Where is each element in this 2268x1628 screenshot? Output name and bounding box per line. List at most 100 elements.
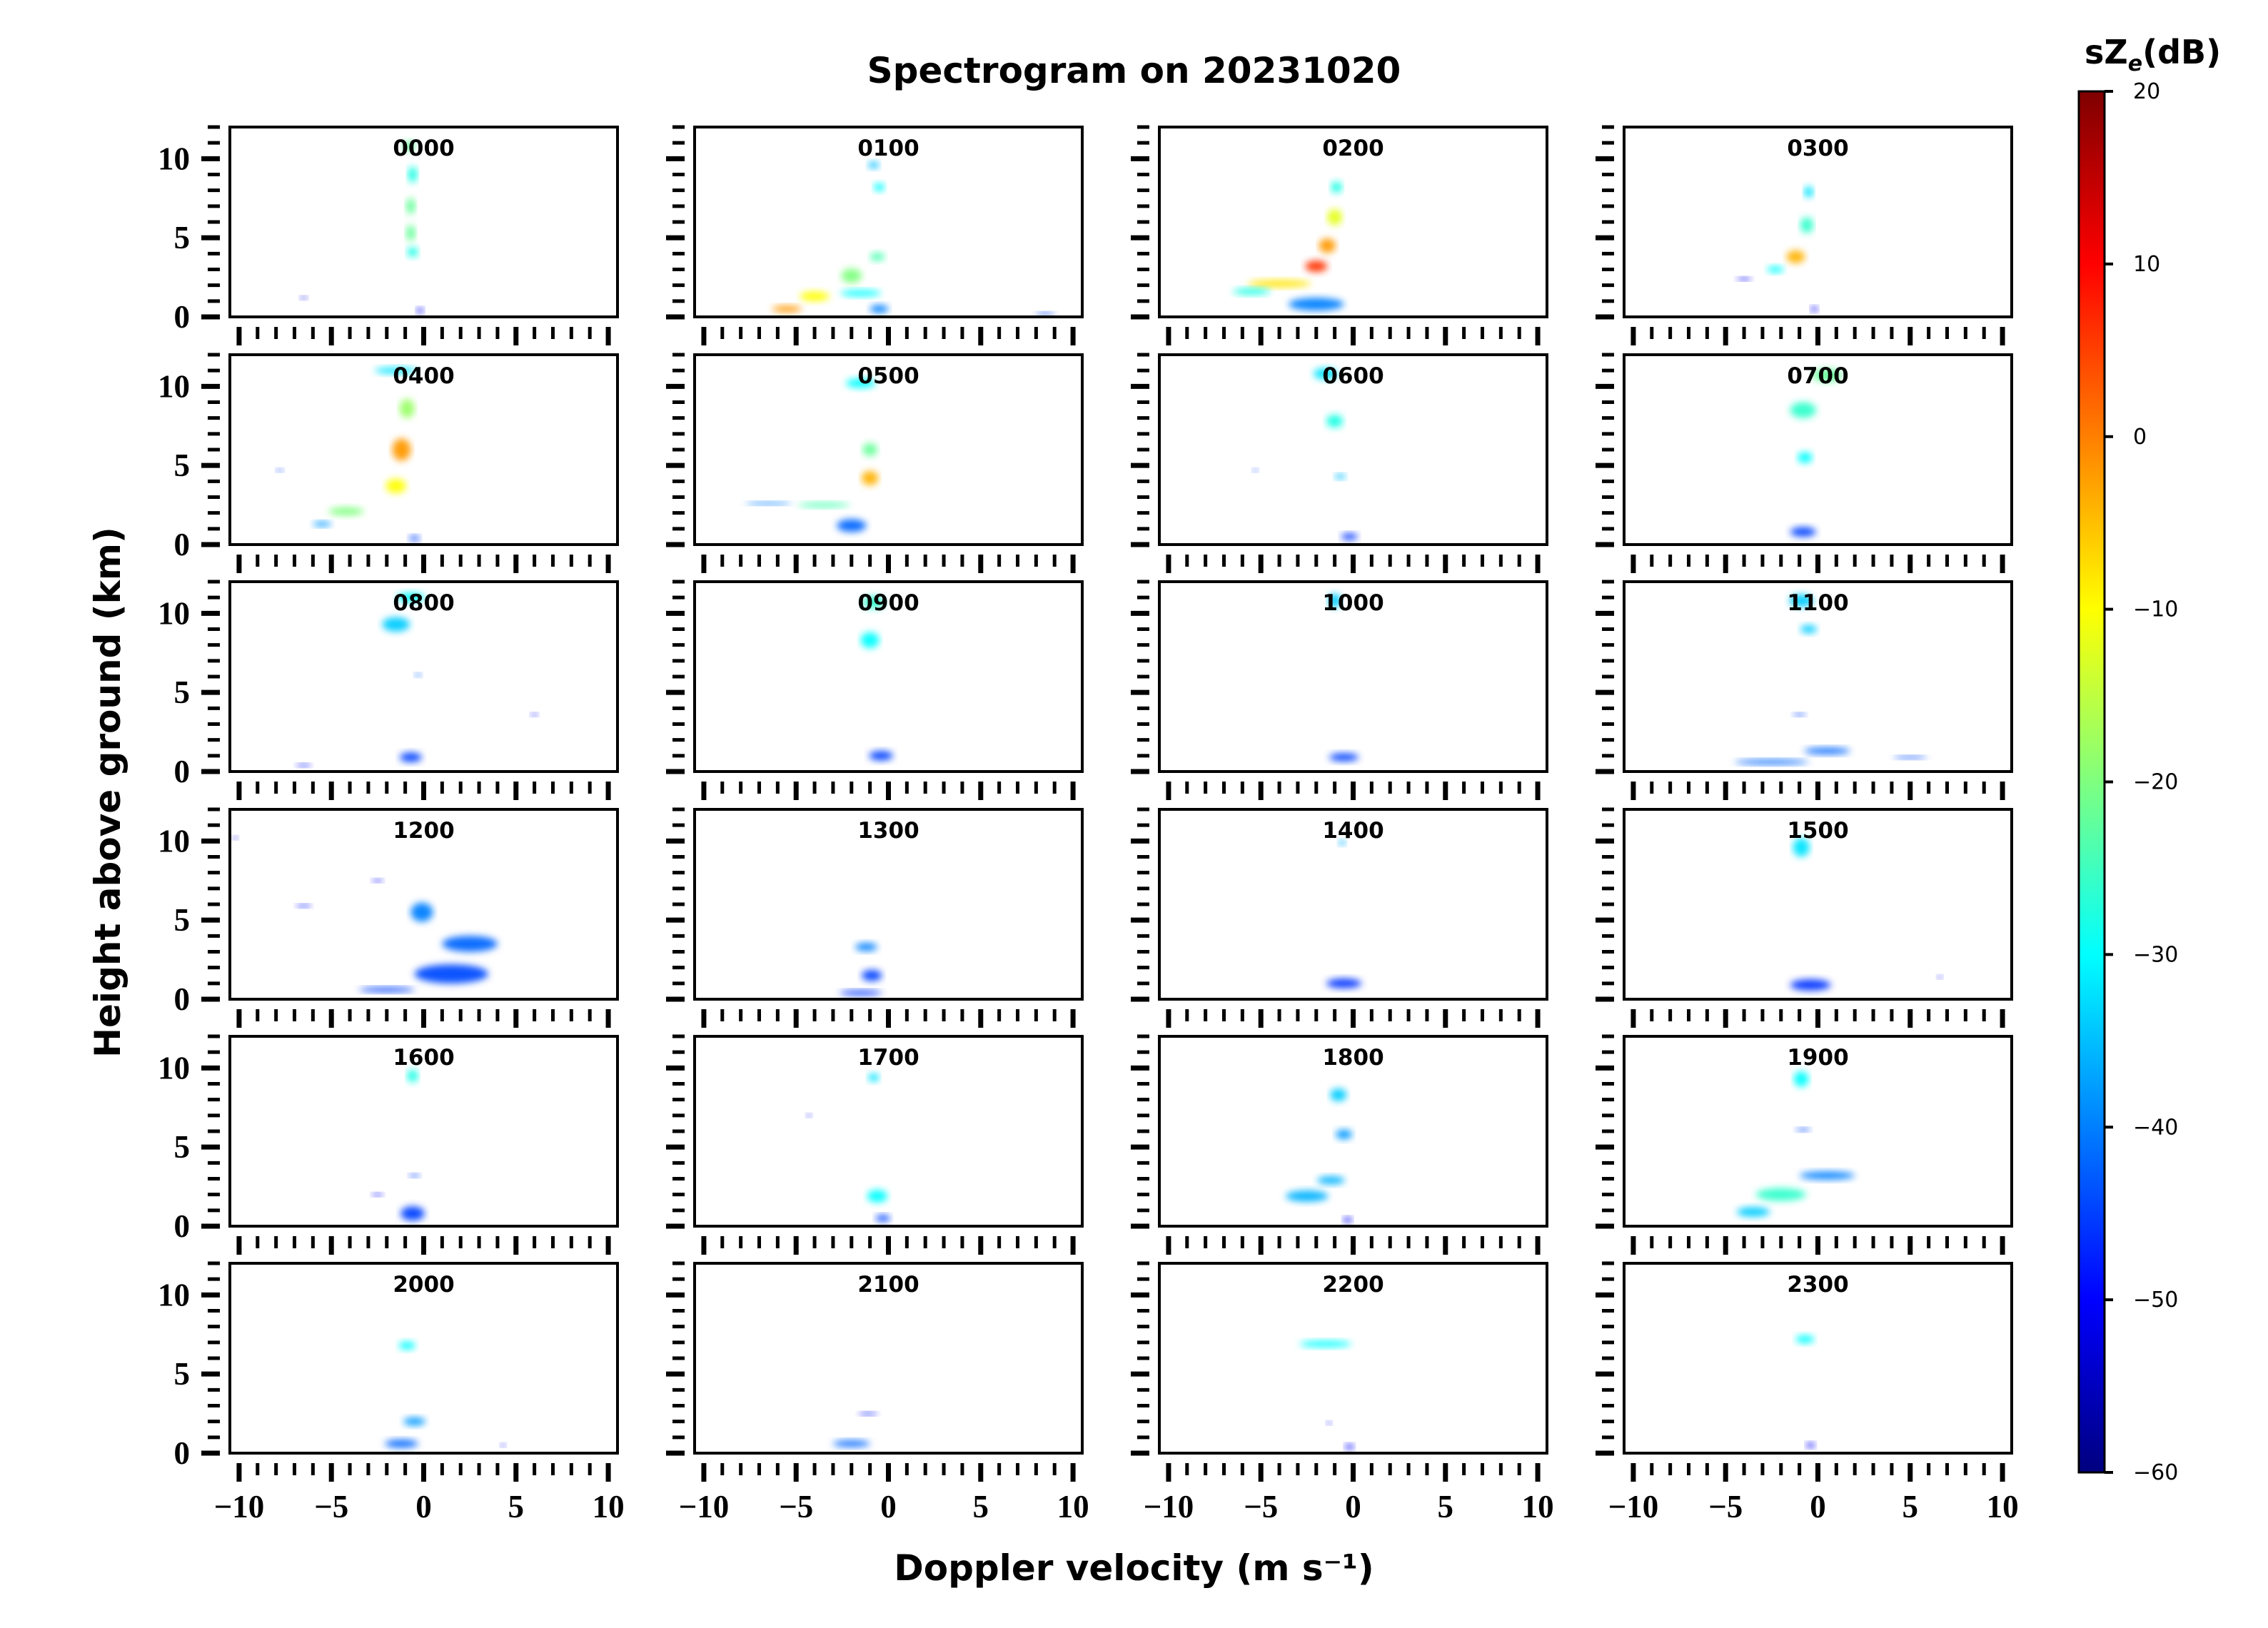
spectral-blob: [398, 1341, 415, 1350]
panel-frame: [693, 808, 1084, 1001]
y-tick-label: 10: [158, 1050, 190, 1086]
spectral-blob: [1286, 1190, 1329, 1202]
spectral-blob: [313, 521, 332, 527]
panel-label: 0700: [1787, 363, 1848, 389]
spectral-blob: [1736, 1207, 1770, 1217]
panel-frame: [693, 580, 1084, 773]
spectral-blob: [1755, 1188, 1806, 1201]
panel-label: 1100: [1787, 590, 1848, 616]
panel-data-2300: [1795, 1335, 1815, 1448]
spectral-blob: [1793, 837, 1810, 857]
y-axis-label: Height above ground (km): [87, 527, 128, 1058]
colorbar-gradient: [2077, 90, 2106, 1474]
spectral-blob: [846, 378, 876, 388]
y-tick-label: 5: [174, 1356, 191, 1392]
spectral-blob: [1735, 759, 1809, 765]
panel-frame: [1623, 1035, 2013, 1228]
panel-label: 2000: [393, 1272, 454, 1298]
spectral-blob: [839, 990, 882, 996]
y-tick-label: 5: [174, 1129, 191, 1165]
panel-frame: [1158, 580, 1548, 773]
spectral-blob: [1795, 1335, 1815, 1343]
panel-label: 1700: [857, 1045, 919, 1071]
spectral-blob: [1804, 747, 1850, 754]
y-tick-label: 10: [158, 595, 190, 631]
spectral-blob: [1343, 1217, 1353, 1223]
panel-frame: [693, 126, 1084, 318]
x-tick-label: 5: [1902, 1489, 1919, 1525]
panel-frame: [1158, 353, 1548, 546]
y-tick-label: 10: [158, 1277, 190, 1313]
spectral-blob: [1800, 217, 1814, 233]
spectral-blob: [372, 1193, 383, 1196]
colorbar-label-subscript: e: [2127, 51, 2143, 77]
spectral-blob: [1289, 298, 1344, 311]
panel-data-0400: [276, 367, 420, 541]
spectral-blob: [328, 507, 364, 515]
spectral-blob: [862, 595, 885, 609]
panel-label: 0200: [1322, 136, 1384, 161]
spectral-blob: [500, 1443, 506, 1447]
spectral-blob: [1798, 452, 1813, 463]
spectral-blob: [1937, 975, 1943, 979]
spectral-blob: [1317, 1176, 1345, 1185]
spectral-blob: [400, 1206, 425, 1221]
panel-frame: [1623, 580, 2013, 773]
panel-2100: 2100 −10 −5 0 5 10: [666, 1261, 1089, 1525]
panel-frame: [228, 1035, 619, 1228]
colorbar-tick-label: −60: [2133, 1460, 2178, 1485]
spectral-blob: [372, 879, 383, 882]
y-tick-label: 0: [174, 1208, 191, 1244]
panel-data-0800: [296, 592, 538, 767]
spectral-blob: [402, 141, 415, 151]
colorbar-tick-label: −20: [2133, 770, 2178, 795]
panel-data-1300: [839, 943, 882, 996]
spectral-blob: [1799, 1171, 1855, 1180]
colorbar-tick-label: 0: [2133, 425, 2147, 450]
spectral-blob: [1305, 261, 1328, 272]
panel-0800: 0800 0 5 10: [158, 580, 619, 800]
spectral-blob: [1331, 181, 1342, 193]
panel-frame: [1623, 808, 2013, 1001]
panel-frame: [228, 1262, 619, 1455]
panel-label: 1600: [393, 1045, 454, 1071]
spectral-blob: [1800, 625, 1818, 634]
spectral-blob: [875, 1215, 891, 1222]
y-tick-label: 0: [174, 299, 191, 335]
spectral-blob: [296, 764, 311, 767]
spectral-blob: [407, 247, 418, 257]
x-tick-label: 5: [508, 1489, 525, 1525]
spectral-blob: [840, 290, 882, 297]
spectral-blob: [530, 713, 538, 717]
x-tick-label: −10: [1608, 1489, 1659, 1525]
panel-frame: [228, 580, 619, 773]
spectral-blob: [1313, 368, 1338, 380]
panel-1700: 1700: [666, 1034, 1084, 1255]
panel-data-0100: [772, 161, 1055, 315]
figure-title: Spectrogram on 20231020: [867, 50, 1401, 91]
panel-data-1400: [1326, 840, 1362, 989]
spectral-blob: [862, 969, 882, 981]
spectral-blob: [399, 752, 422, 762]
panel-label: 2100: [857, 1272, 919, 1298]
spectral-blob: [1810, 306, 1818, 312]
x-tick-label: 5: [1438, 1489, 1454, 1525]
x-tick-label: 10: [593, 1489, 625, 1525]
spectral-blob: [1326, 1421, 1332, 1425]
panel-frame: [1623, 1262, 2013, 1455]
spectral-blob: [408, 1173, 420, 1178]
x-tick-label: −10: [214, 1489, 265, 1525]
spectral-blob: [385, 1440, 418, 1448]
spectral-blob: [1327, 209, 1342, 226]
spectral-blob: [868, 1073, 880, 1082]
panel-label: 1200: [393, 818, 454, 844]
panel-0700: 0700: [1596, 353, 2013, 573]
panel-data-1600: [372, 1069, 425, 1221]
spectral-blob: [800, 291, 830, 301]
spectral-blob: [1334, 474, 1346, 480]
colorbar-title: sZe(dB): [2085, 33, 2221, 76]
spectral-blob: [1736, 277, 1752, 280]
y-tick-label: 0: [174, 981, 191, 1017]
